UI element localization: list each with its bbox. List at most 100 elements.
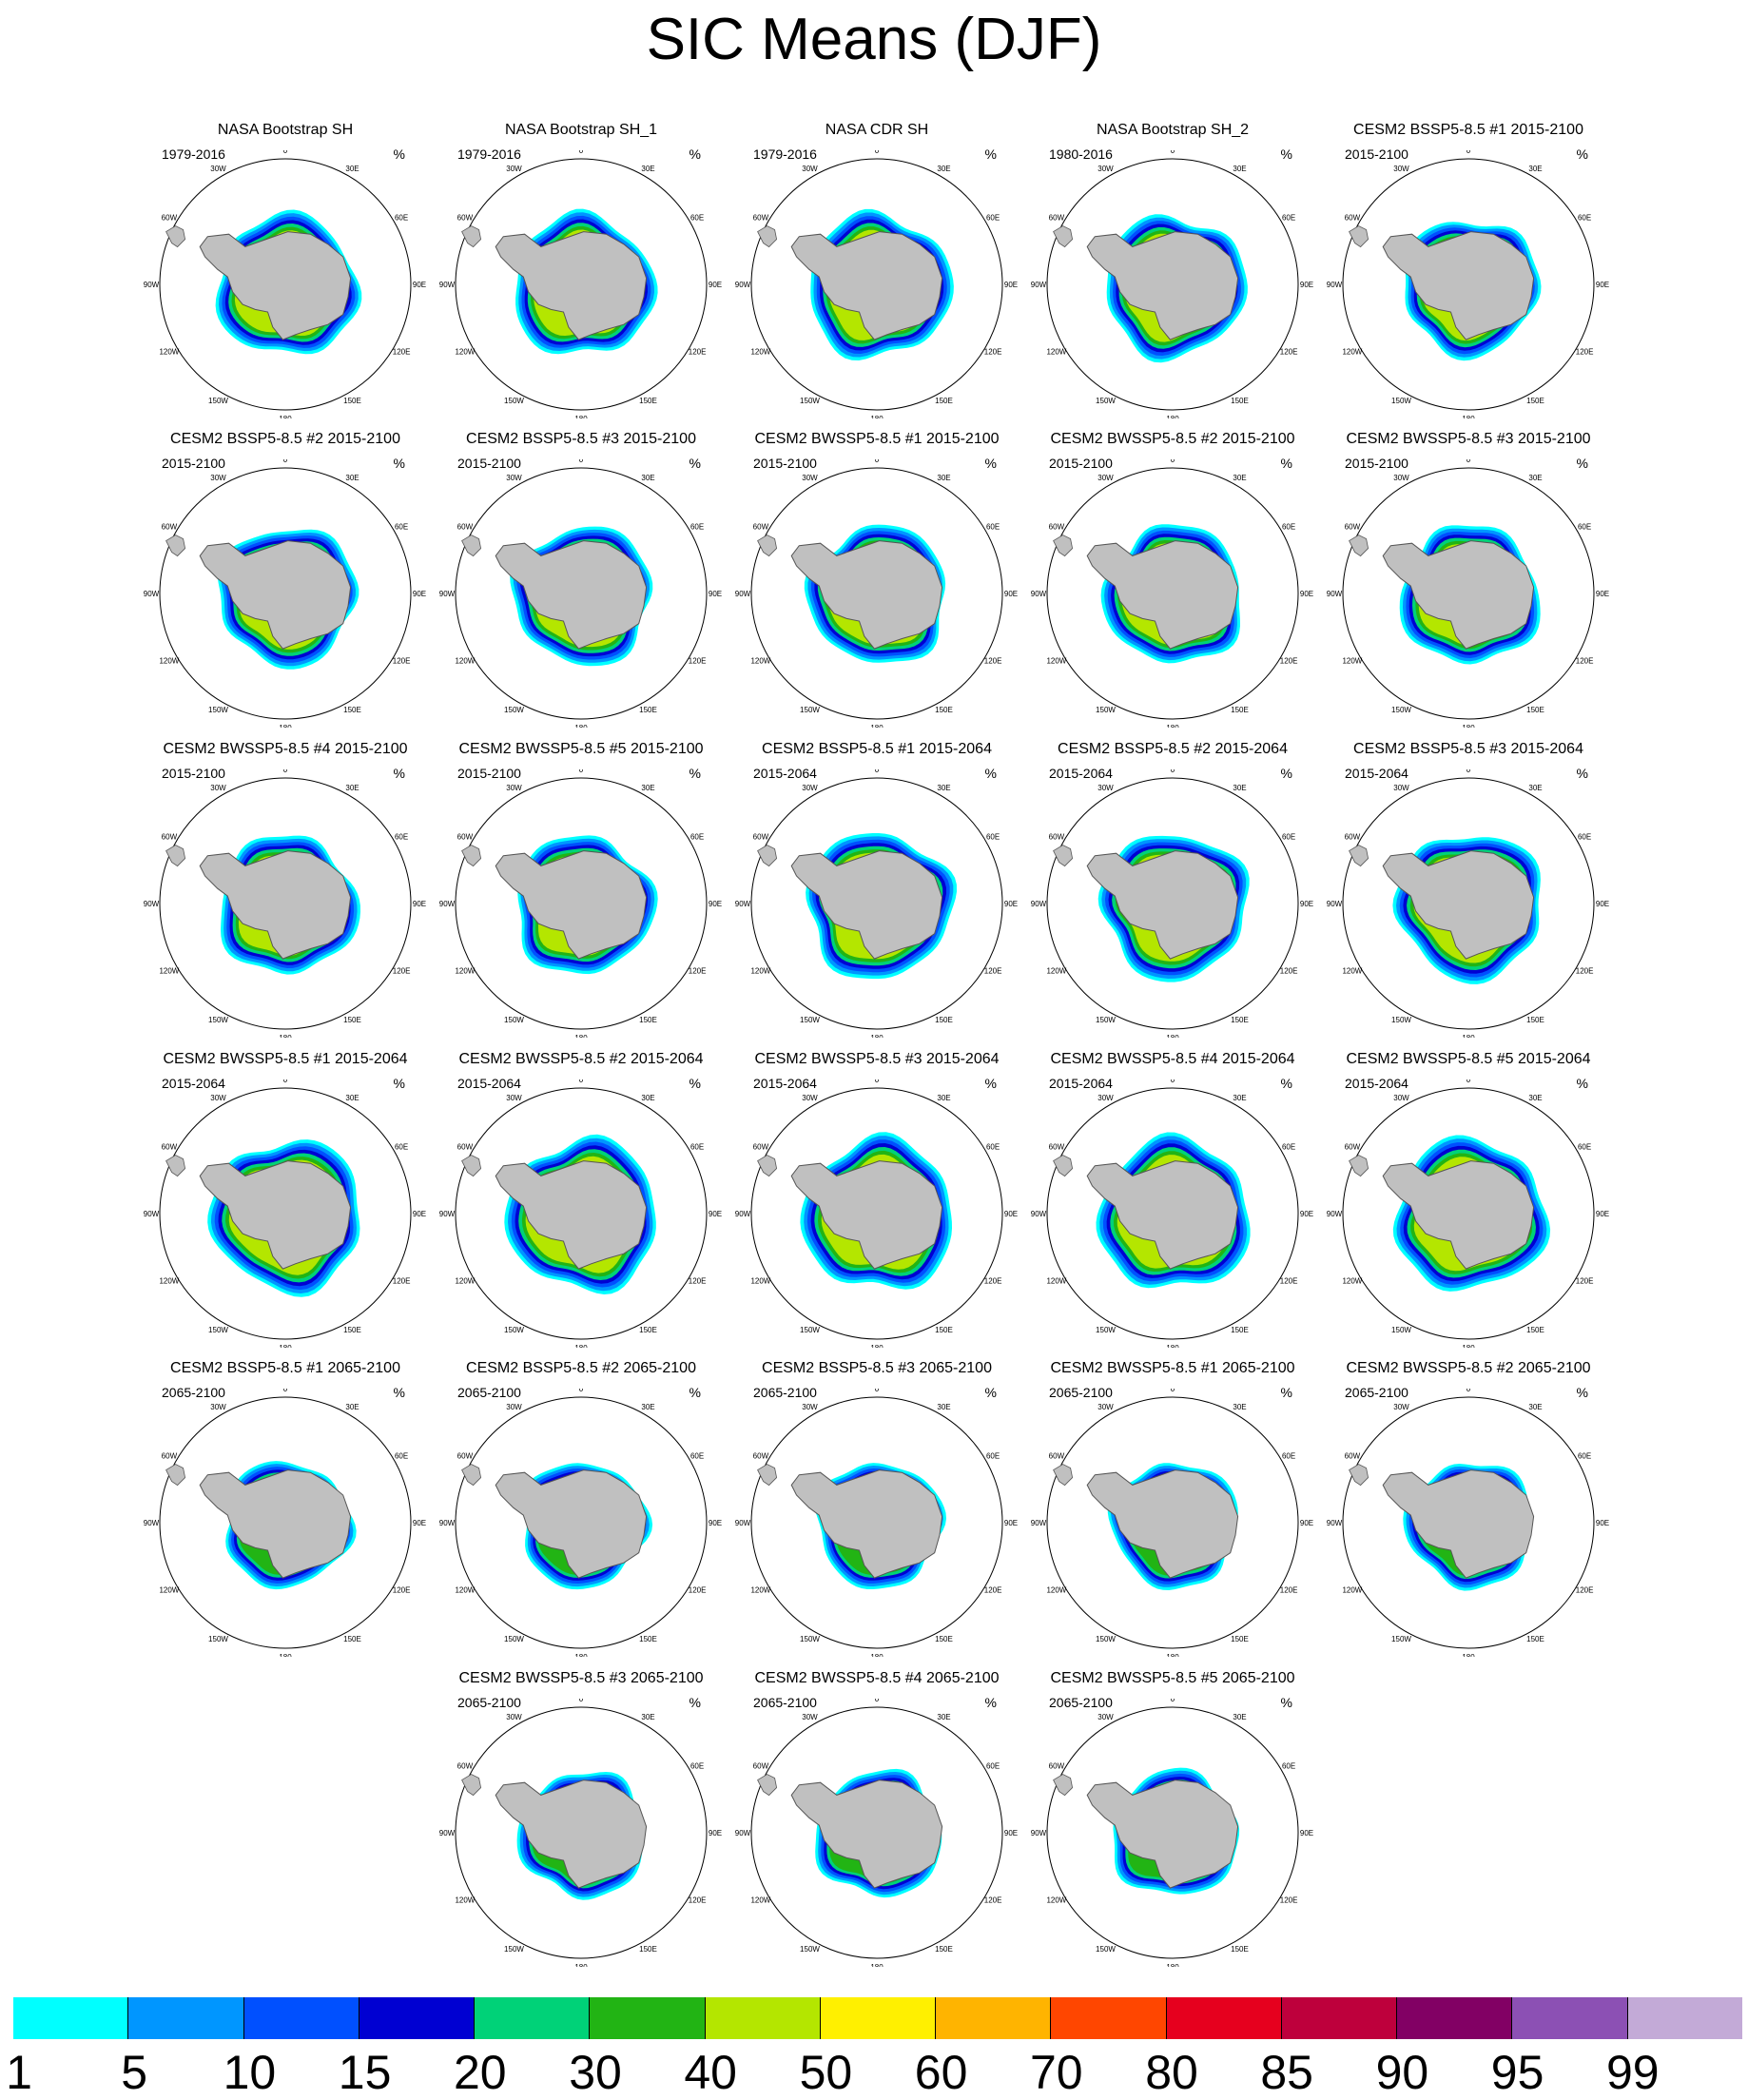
longitude-label: 30W [1097, 1713, 1114, 1721]
polar-map: 0 30E 60E 90E 120E 150E 180 150W 120W 90W 60W 30W [439, 1699, 722, 1967]
longitude-label: 180 [279, 724, 292, 728]
panel-units: % [689, 456, 701, 471]
polar-map: 0 30E 60E 90E 120E 150E 180 150W 120W 90W 60W 30W [1327, 1079, 1609, 1348]
longitude-label: 30W [802, 165, 818, 173]
longitude-label: 0 [283, 1389, 288, 1393]
panel-units: % [393, 456, 405, 471]
panel-title: CESM2 BWSSP5-8.5 #1 2065-2100 [1050, 1360, 1295, 1376]
longitude-label: 180 [574, 724, 588, 728]
longitude-label: 30E [641, 1713, 654, 1721]
longitude-label: 0 [875, 459, 880, 464]
antarctica-landmass [790, 1160, 943, 1270]
antarctica-landmass [495, 850, 648, 960]
map-panel: CESM2 BWSSP5-8.5 #4 2065-2100 2065-2100% 0… [734, 1670, 1020, 1967]
longitude-label: 120E [689, 657, 707, 666]
longitude-label: 150E [639, 706, 657, 714]
longitude-label: 120E [1576, 348, 1594, 357]
polar-map: 0 30E 60E 90E 120E 150E 180 150W 120W 90W 60W 30W [735, 459, 1018, 728]
longitude-label: 30W [802, 474, 818, 482]
longitude-label: 120W [1046, 1896, 1066, 1905]
south-america-tip [757, 845, 778, 867]
longitude-label: 90E [709, 1829, 722, 1838]
panel-title: CESM2 BWSSP5-8.5 #2 2015-2100 [1050, 431, 1295, 447]
longitude-label: 60W [1049, 214, 1065, 223]
longitude-label: 120W [750, 967, 770, 976]
longitude-label: 60W [753, 523, 769, 532]
panel-period: 2065-2100 [162, 1385, 225, 1400]
polar-map: 0 30E 60E 90E 120E 150E 180 150W 120W 90W 60W 30W [144, 150, 426, 418]
longitude-label: 90E [1300, 1829, 1313, 1838]
longitude-label: 150W [1096, 706, 1116, 714]
colorbar-swatch [13, 1997, 129, 2039]
polar-map: 0 30E 60E 90E 120E 150E 180 150W 120W 90W 60W 30W [1327, 150, 1609, 418]
panel-period: 2015-2100 [753, 456, 817, 471]
longitude-label: 90E [413, 1210, 426, 1218]
longitude-label: 30W [506, 784, 522, 792]
longitude-label: 60E [395, 833, 408, 842]
longitude-label: 90E [1300, 590, 1313, 598]
longitude-label: 90W [144, 281, 160, 289]
panel-period: 2015-2100 [457, 456, 521, 471]
longitude-label: 60W [1345, 1452, 1361, 1461]
panel-units: % [984, 146, 997, 162]
longitude-label: 60E [1578, 1452, 1591, 1461]
panel-title: CESM2 BWSSP5-8.5 #2 2015-2064 [458, 1051, 704, 1067]
panel-units: % [689, 1695, 701, 1710]
longitude-label: 180 [1462, 415, 1475, 418]
longitude-label: 60W [753, 833, 769, 842]
panel-title: CESM2 BWSSP5-8.5 #4 2015-2064 [1050, 1051, 1295, 1067]
longitude-label: 180 [1166, 1034, 1179, 1038]
longitude-label: 180 [1462, 724, 1475, 728]
longitude-label: 60W [753, 1143, 769, 1152]
longitude-label: 30E [937, 1403, 950, 1411]
polar-map: 0 30E 60E 90E 120E 150E 180 150W 120W 90W 60W 30W [735, 769, 1018, 1038]
longitude-label: 30E [937, 784, 950, 792]
antarctica-landmass [790, 850, 943, 960]
longitude-label: 90W [1327, 900, 1343, 908]
longitude-label: 150W [1391, 1016, 1411, 1024]
longitude-label: 60E [690, 523, 704, 532]
panel-title: NASA Bootstrap SH [217, 122, 354, 138]
longitude-label: 120W [455, 1896, 475, 1905]
longitude-label: 30E [641, 784, 654, 792]
map-panel: CESM2 BSSP5-8.5 #1 2015-2100 2015-2100% 0 3… [1326, 122, 1611, 418]
colorbar-labels: 1 5 10 15 20 30 40 50 60 70 80 85 90 95 99 [6, 2045, 1742, 2099]
longitude-label: 120W [1046, 657, 1066, 666]
longitude-label: 150E [1231, 1945, 1249, 1954]
longitude-label: 30E [641, 1403, 654, 1411]
colorbar-tick-label: 60 [914, 2046, 968, 2099]
longitude-label: 150W [1391, 1635, 1411, 1643]
colorbar-swatch [1627, 1997, 1742, 2039]
longitude-label: 30E [1528, 165, 1542, 173]
longitude-label: 90W [735, 1829, 751, 1838]
longitude-label: 150E [1231, 1016, 1249, 1024]
antarctica-landmass [1086, 231, 1239, 340]
colorbar-swatch [475, 1997, 591, 2039]
longitude-label: 30E [641, 1094, 654, 1102]
longitude-label: 180 [870, 724, 884, 728]
longitude-label: 120E [393, 1277, 411, 1286]
longitude-label: 60W [1345, 833, 1361, 842]
longitude-label: 60W [162, 1143, 178, 1152]
longitude-label: 60E [395, 1143, 408, 1152]
polar-map: 0 30E 60E 90E 120E 150E 180 150W 120W 90W 60W 30W [735, 1079, 1018, 1348]
longitude-label: 30W [1393, 1094, 1409, 1102]
longitude-label: 60W [457, 523, 474, 532]
south-america-tip [1053, 1155, 1074, 1177]
longitude-label: 30E [1233, 1403, 1246, 1411]
longitude-label: 150W [1096, 1635, 1116, 1643]
longitude-label: 150W [208, 1016, 228, 1024]
colorbar-swatch [590, 1997, 706, 2039]
panel-title: CESM2 BSSP5-8.5 #1 2015-2100 [1353, 122, 1583, 138]
south-america-tip [757, 1155, 778, 1177]
antarctica-landmass [199, 231, 352, 340]
longitude-label: 60E [1282, 523, 1295, 532]
antarctica-landmass [1086, 1779, 1239, 1889]
south-america-tip [1053, 225, 1074, 248]
longitude-label: 60E [986, 1143, 1000, 1152]
south-america-tip [461, 535, 482, 557]
longitude-label: 150E [935, 1326, 953, 1334]
polar-map: 0 30E 60E 90E 120E 150E 180 150W 120W 90W 60W 30W [439, 769, 722, 1038]
longitude-label: 90W [439, 281, 456, 289]
longitude-label: 90E [413, 590, 426, 598]
